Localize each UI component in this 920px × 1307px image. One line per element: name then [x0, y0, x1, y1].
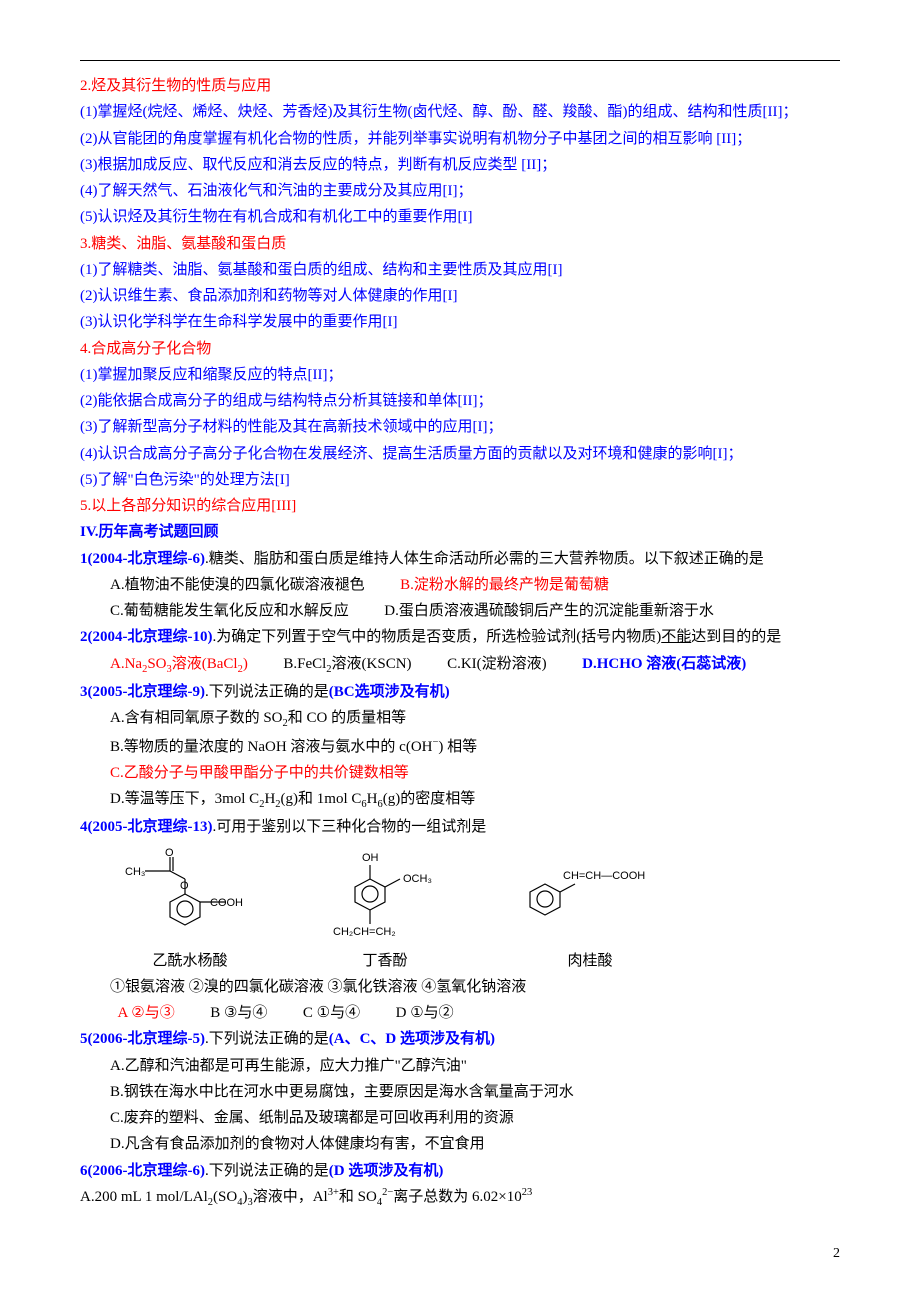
q3: 3(2005-北京理综-9).下列说法正确的是(BC选项涉及有机) [80, 679, 840, 705]
q3-opt-a: A.含有相同氧原子数的 SO2和 CO 的质量相等 [80, 705, 840, 733]
q4-opt-d: D ①与② [396, 1005, 454, 1021]
q4-opt-a: A ②与③ [118, 1005, 175, 1021]
sec2-item-2: (2)从官能团的角度掌握有机化合物的性质，并能列举事实说明有机物分子中基团之间的… [80, 126, 840, 152]
q2-opt-b: B.FeCl2溶液(KSCN) [283, 656, 411, 672]
q5-tag: (A、C、D 选项涉及有机) [329, 1031, 495, 1047]
q2-stem1: .为确定下列置于空气中的物质是否变质，所选检验试剂(括号内物质) [212, 629, 661, 645]
sec2-item-4: (4)了解天然气、石油液化气和汽油的主要成分及其应用[I]； [80, 178, 840, 204]
q2-stem2: 达到目的的是 [691, 629, 781, 645]
acetylsalicylic-acid-icon: CH₃ O O COOH [125, 847, 255, 942]
q2-options: A.Na2SO3溶液(BaCl2) B.FeCl2溶液(KSCN) C.KI(淀… [80, 651, 840, 679]
q3-opt-c: C.乙酸分子与甲酸甲酯分子中的共价键数相等 [80, 760, 840, 786]
q5-opt-d: D.凡含有食品添加剂的食物对人体健康均有害，不宜食用 [80, 1131, 840, 1157]
sec4-item-4: (4)认识合成高分子高分子化合物在发展经济、提高生活质量方面的贡献以及对环境和健… [80, 441, 840, 467]
q6-head: 6(2006-北京理综-6) [80, 1163, 205, 1179]
cinnamic-acid-icon: CH=CH—COOH [515, 847, 685, 942]
section-5-title: 5.以上各部分知识的综合应用[III] [80, 493, 840, 519]
section-iv-title: IV.历年高考试题回顾 [80, 519, 840, 545]
q3-opt-b: B.等物质的量浓度的 NaOH 溶液与氨水中的 c(OH−) 相等 [80, 734, 840, 760]
q5-stem: .下列说法正确的是 [205, 1031, 329, 1047]
q3-stem: .下列说法正确的是 [205, 684, 329, 700]
q4-options: A ②与③ B ③与④ C ①与④ D ①与② [80, 1000, 840, 1026]
q5-opt-a: A.乙醇和汽油都是可再生能源，应大力推广"乙醇汽油" [80, 1053, 840, 1079]
q4: 4(2005-北京理综-13).可用于鉴别以下三种化合物的一组试剂是 [80, 814, 840, 840]
q3-head: 3(2005-北京理综-9) [80, 684, 205, 700]
svg-text:COOH: COOH [210, 897, 243, 909]
sec4-item-3: (3)了解新型高分子材料的性能及其在高新技术领域中的应用[I]； [80, 414, 840, 440]
q6-stem: .下列说法正确的是 [205, 1163, 329, 1179]
q3-opt-d: D.等温等压下，3mol C2H2(g)和 1mol C6H6(g)的密度相等 [80, 786, 840, 814]
q6: 6(2006-北京理综-6).下列说法正确的是(D 选项涉及有机) [80, 1158, 840, 1184]
sec3-item-1: (1)了解糖类、油脂、氨基酸和蛋白质的组成、结构和主要性质及其应用[I] [80, 257, 840, 283]
q4-structure-names: 乙酰水杨酸 丁香酚 肉桂酸 [80, 948, 840, 974]
q3-tag: (BC选项涉及有机) [329, 684, 450, 700]
svg-text:CH=CH—COOH: CH=CH—COOH [563, 870, 645, 882]
q1-opt-d: D.蛋白质溶液遇硫酸铜后产生的沉淀能重新溶于水 [384, 603, 714, 619]
q4-opt-b: B ③与④ [210, 1005, 267, 1021]
sec4-item-5: (5)了解"白色污染"的处理方法[I] [80, 467, 840, 493]
svg-text:O: O [165, 847, 174, 859]
q2: 2(2004-北京理综-10).为确定下列置于空气中的物质是否变质，所选检验试剂… [80, 624, 840, 650]
sec2-item-1: (1)掌握烃(烷烃、烯烃、炔烃、芳香烃)及其衍生物(卤代烃、醇、酚、醛、羧酸、酯… [80, 99, 840, 125]
q1-options-row2: C.葡萄糖能发生氧化反应和水解反应 D.蛋白质溶液遇硫酸铜后产生的沉淀能重新溶于… [80, 598, 840, 624]
q2-stem-underline: 不能 [661, 629, 691, 645]
section-2-title: 2.烃及其衍生物的性质与应用 [80, 73, 840, 99]
q5-opt-b: B.钢铁在海水中比在河水中更易腐蚀，主要原因是海水含氧量高于河水 [80, 1079, 840, 1105]
q2-opt-d: D.HCHO 溶液(石蕊试液) [582, 656, 746, 672]
sec2-item-3: (3)根据加成反应、取代反应和消去反应的特点，判断有机反应类型 [II]； [80, 152, 840, 178]
q4-head: 4(2005-北京理综-13) [80, 819, 212, 835]
q2-head: 2(2004-北京理综-10) [80, 629, 212, 645]
sec3-item-2: (2)认识维生素、食品添加剂和药物等对人体健康的作用[I] [80, 283, 840, 309]
top-rule [80, 60, 840, 61]
q4-structures: CH₃ O O COOH OH OCH₃ CH₂CH=CH₂ [80, 847, 840, 942]
sec4-item-2: (2)能依据合成高分子的组成与结构特点分析其链接和单体[II]； [80, 388, 840, 414]
svg-text:OCH₃: OCH₃ [403, 873, 432, 885]
name-3: 肉桂酸 [515, 948, 665, 974]
svg-text:OH: OH [362, 852, 379, 864]
q1-opt-a: A.植物油不能使溴的四氯化碳溶液褪色 [110, 577, 365, 593]
svg-text:CH₂CH=CH₂: CH₂CH=CH₂ [333, 926, 396, 938]
section-3-title: 3.糖类、油脂、氨基酸和蛋白质 [80, 231, 840, 257]
name-1: 乙酰水杨酸 [125, 948, 255, 974]
q4-stem: .可用于鉴别以下三种化合物的一组试剂是 [212, 819, 486, 835]
structure-3: CH=CH—COOH [515, 847, 685, 942]
structure-2: OH OCH₃ CH₂CH=CH₂ [315, 847, 455, 942]
eugenol-icon: OH OCH₃ CH₂CH=CH₂ [315, 847, 455, 942]
q6-tag: (D 选项涉及有机) [329, 1163, 444, 1179]
q1: 1(2004-北京理综-6).糖类、脂肪和蛋白质是维持人体生命活动所必需的三大营… [80, 546, 840, 572]
q1-opt-b: B.淀粉水解的最终产物是葡萄糖 [400, 577, 609, 593]
sec4-item-1: (1)掌握加聚反应和缩聚反应的特点[II]； [80, 362, 840, 388]
q5: 5(2006-北京理综-5).下列说法正确的是(A、C、D 选项涉及有机) [80, 1026, 840, 1052]
q5-opt-c: C.废弃的塑料、金属、纸制品及玻璃都是可回收再利用的资源 [80, 1105, 840, 1131]
section-4-title: 4.合成高分子化合物 [80, 336, 840, 362]
sec2-item-5: (5)认识烃及其衍生物在有机合成和有机化工中的重要作用[I] [80, 204, 840, 230]
q6-opt-a: A.200 mL 1 mol/LAl2(SO4)3溶液中，Al3+和 SO42−… [80, 1184, 840, 1212]
q4-reagents: ①银氨溶液 ②溴的四氯化碳溶液 ③氯化铁溶液 ④氢氧化钠溶液 [80, 974, 840, 1000]
page-number: 2 [80, 1242, 840, 1267]
structure-1: CH₃ O O COOH [125, 847, 255, 942]
q2-opt-a: A.Na2SO3溶液(BaCl2) [110, 656, 248, 672]
q1-stem: .糖类、脂肪和蛋白质是维持人体生命活动所必需的三大营养物质。以下叙述正确的是 [205, 551, 764, 567]
svg-text:O: O [180, 880, 189, 892]
sec3-item-3: (3)认识化学科学在生命科学发展中的重要作用[I] [80, 309, 840, 335]
q1-opt-c: C.葡萄糖能发生氧化反应和水解反应 [110, 603, 349, 619]
q5-head: 5(2006-北京理综-5) [80, 1031, 205, 1047]
svg-text:CH₃: CH₃ [125, 866, 145, 878]
q1-head: 1(2004-北京理综-6) [80, 551, 205, 567]
q4-opt-c: C ①与④ [303, 1005, 360, 1021]
name-2: 丁香酚 [315, 948, 455, 974]
q1-options-row1: A.植物油不能使溴的四氯化碳溶液褪色 B.淀粉水解的最终产物是葡萄糖 [80, 572, 840, 598]
q2-opt-c: C.KI(淀粉溶液) [447, 656, 547, 672]
